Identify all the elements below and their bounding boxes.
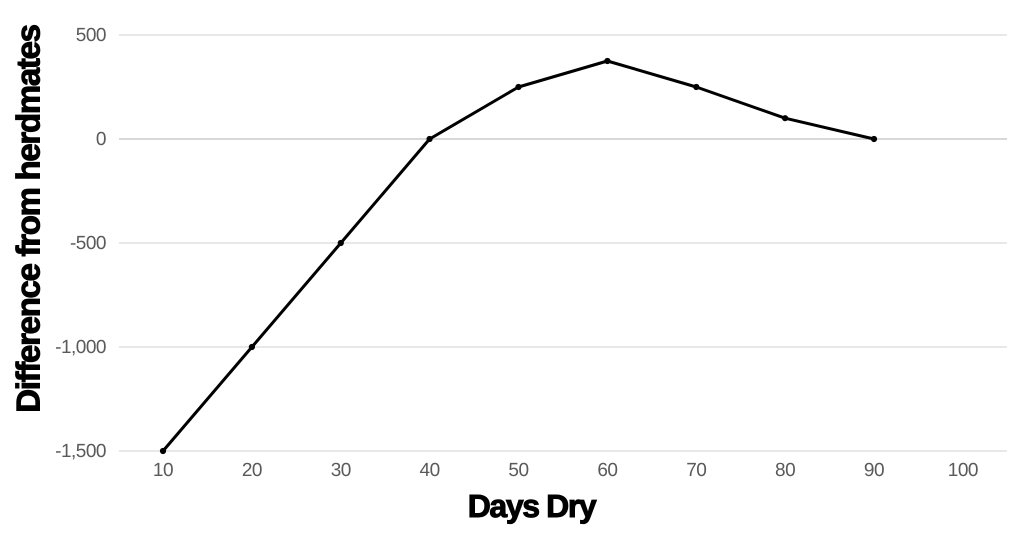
svg-text:60: 60 xyxy=(597,460,617,481)
svg-text:80: 80 xyxy=(775,460,795,481)
svg-text:Days Dry: Days Dry xyxy=(468,488,597,524)
svg-text:-1,500: -1,500 xyxy=(55,441,106,462)
svg-text:Difference from herdmates: Difference from herdmates xyxy=(10,25,47,412)
svg-text:-500: -500 xyxy=(70,233,106,254)
svg-text:-1,000: -1,000 xyxy=(55,337,106,358)
svg-text:90: 90 xyxy=(864,460,884,481)
svg-text:0: 0 xyxy=(96,129,106,150)
svg-text:30: 30 xyxy=(331,460,351,481)
svg-text:10: 10 xyxy=(153,460,173,481)
svg-text:70: 70 xyxy=(686,460,706,481)
svg-text:40: 40 xyxy=(420,460,440,481)
svg-text:20: 20 xyxy=(242,460,262,481)
svg-text:500: 500 xyxy=(76,25,106,46)
svg-text:100: 100 xyxy=(948,460,978,481)
svg-text:50: 50 xyxy=(508,460,528,481)
